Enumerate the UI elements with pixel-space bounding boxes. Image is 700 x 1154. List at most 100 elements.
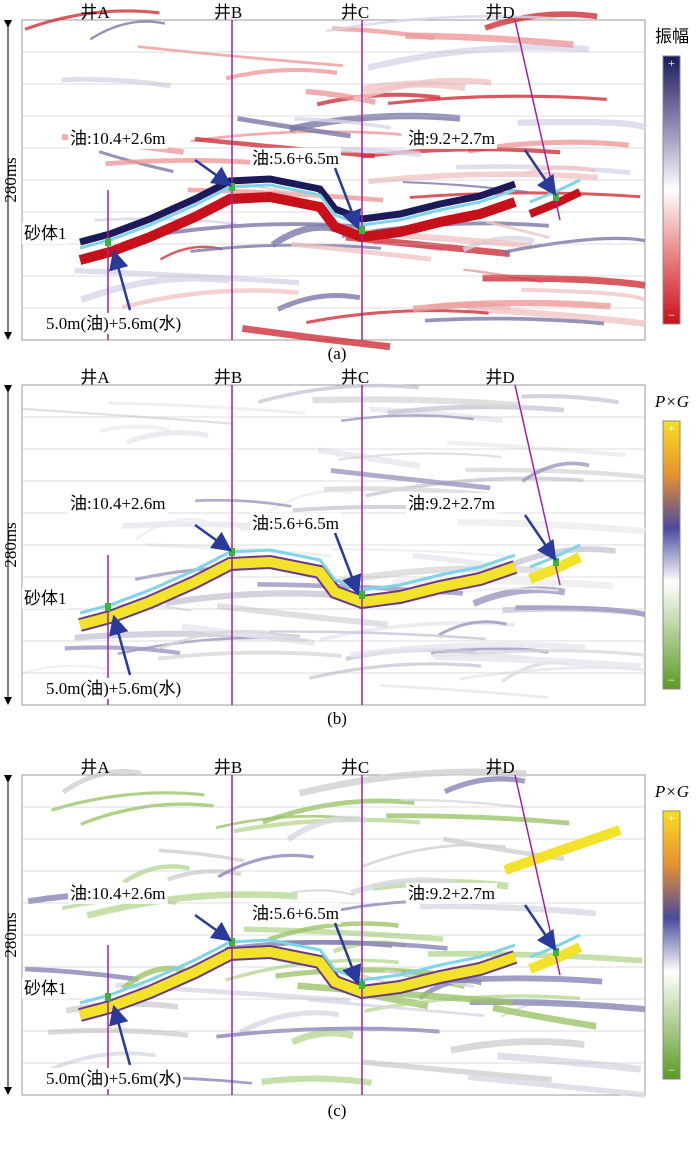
arrow	[523, 149, 557, 197]
annotation-box	[250, 512, 342, 534]
reflector	[190, 243, 382, 253]
reflector	[22, 407, 234, 425]
horizon	[79, 183, 516, 250]
arrow	[109, 614, 132, 676]
arrow	[194, 523, 233, 552]
reflector	[521, 165, 596, 176]
reflector	[159, 629, 275, 650]
annotation-box	[68, 127, 168, 149]
reflector	[330, 548, 516, 558]
reflector	[78, 191, 517, 265]
reflector	[438, 620, 507, 637]
annotation-box	[44, 1067, 184, 1089]
sand-body	[503, 825, 622, 875]
reflector	[121, 965, 185, 991]
reflector	[291, 1029, 354, 1046]
reflector	[298, 768, 527, 797]
panel-label: (b)	[327, 709, 347, 728]
arrow	[333, 922, 362, 986]
reflector	[137, 45, 344, 67]
colorbar-min: −	[668, 673, 675, 687]
reflector	[257, 383, 420, 404]
arrow	[523, 514, 557, 562]
annotation: 油:10.4+2.6m	[70, 494, 166, 513]
arrow	[523, 904, 557, 952]
annotation-box	[22, 977, 69, 999]
reflector	[244, 926, 444, 942]
annotation: 5.0m(油)+5.6m(水)	[46, 679, 181, 698]
oil-interval	[359, 981, 365, 989]
reflector	[233, 181, 329, 201]
reflector	[80, 802, 214, 826]
oil-interval	[229, 938, 235, 946]
arrow	[109, 249, 132, 311]
horizon	[79, 548, 516, 615]
reflector	[434, 653, 641, 671]
colorbar	[662, 810, 681, 1080]
reflector	[24, 966, 139, 982]
oil-interval	[553, 558, 559, 566]
well-label: 井A	[80, 758, 110, 777]
reflector	[323, 486, 488, 497]
time-span: 280ms	[1, 157, 20, 202]
reflector	[473, 649, 646, 657]
reflector	[99, 424, 170, 434]
reflector	[108, 401, 305, 415]
reflector	[217, 853, 314, 879]
annotation: 油:5.6+6.5m	[252, 904, 339, 923]
annotation-box	[44, 677, 184, 699]
reflector	[338, 565, 546, 585]
reflector	[502, 236, 646, 254]
reflector	[528, 188, 582, 218]
panel: 油:10.4+2.6m 油:5.6+6.5m 油:9.2+2.7m 5.0m(油)+5…	[21, 768, 646, 1098]
panel: 油:10.4+2.6m 油:5.6+6.5m 油:9.2+2.7m 5.0m(油)+5…	[21, 383, 646, 706]
colorbar-title: P×G	[654, 782, 689, 801]
reflector	[216, 603, 388, 628]
reflector	[297, 982, 513, 1006]
reflector	[286, 815, 368, 842]
annotation-box	[68, 882, 168, 904]
panel: 油:10.4+2.6m 油:5.6+6.5m 油:9.2+2.7m 5.0m(油)+5…	[21, 9, 648, 351]
sand-body	[528, 552, 583, 584]
colorbar-min: −	[668, 308, 675, 322]
reflector	[50, 1051, 156, 1071]
reflector	[420, 903, 597, 917]
well-label: 井B	[214, 3, 242, 22]
arrow	[194, 158, 233, 187]
oil-interval	[359, 591, 365, 599]
reflector	[412, 299, 611, 313]
annotation-box	[406, 492, 498, 514]
reflector	[405, 32, 574, 48]
annotation-box	[22, 222, 69, 244]
well-label: 井C	[341, 758, 369, 777]
sand-body	[528, 942, 583, 974]
annotation: 5.0m(油)+5.6m(水)	[46, 314, 181, 333]
reflector	[367, 44, 589, 71]
reflector	[225, 67, 338, 81]
reflector	[330, 467, 491, 491]
reflector	[74, 268, 300, 286]
reflector	[276, 292, 361, 312]
annotation: 油:9.2+2.7m	[408, 494, 495, 513]
reflector	[457, 518, 646, 535]
arrow	[333, 532, 362, 596]
reflector	[521, 287, 647, 303]
colorbar-max: +	[668, 421, 675, 435]
reflector	[349, 642, 587, 659]
reflector	[158, 848, 245, 863]
reflector	[316, 92, 441, 107]
time-span: 280ms	[1, 522, 20, 567]
reflector	[387, 94, 607, 106]
annotation: 5.0m(油)+5.6m(水)	[46, 1069, 181, 1088]
reflector	[145, 543, 332, 558]
reflector	[361, 1059, 552, 1083]
reflector	[497, 1052, 642, 1073]
sand-body-label: 砂体1	[24, 224, 67, 243]
reflector	[368, 171, 598, 185]
horizon	[79, 938, 516, 1005]
colorbar	[662, 55, 681, 325]
reflector	[312, 396, 519, 409]
colorbar-min: −	[668, 1063, 675, 1077]
arrow	[333, 167, 362, 231]
oil-interval	[359, 226, 365, 234]
